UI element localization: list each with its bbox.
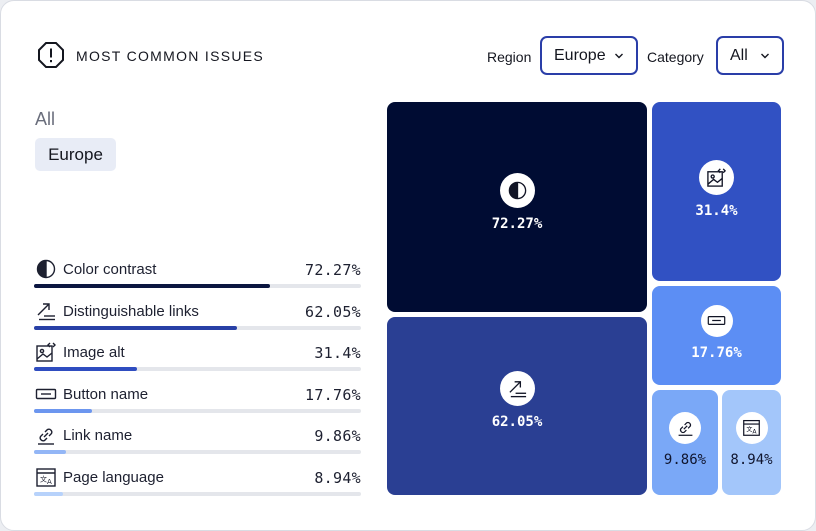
page-title: MOST COMMON ISSUES <box>76 48 265 64</box>
issue-bar-track <box>34 408 361 413</box>
category-select-value: All <box>730 46 748 64</box>
issue-percent: 31.4% <box>314 344 361 363</box>
issue-bar-fill <box>34 450 67 455</box>
contrast-icon <box>499 172 535 208</box>
issue-bar-track <box>34 492 361 496</box>
category-label: Category <box>647 49 704 65</box>
issue-row[interactable]: Color contrast 72.27% <box>34 258 361 290</box>
issue-row[interactable]: Link name 9.86% <box>34 424 361 456</box>
issue-bar-track <box>34 284 361 288</box>
breadcrumb-current: Europe <box>35 138 116 171</box>
issue-bar-track <box>34 367 361 372</box>
treemap-tile-label: 62.05% <box>491 413 543 430</box>
issue-bar-fill <box>34 408 93 413</box>
treemap-tile[interactable]: 17.76% <box>652 286 781 385</box>
image-code-icon <box>35 341 57 363</box>
treemap-tile[interactable]: 文 A 8.94% <box>722 390 781 495</box>
issue-row[interactable]: Button name 17.76% <box>34 383 361 415</box>
link-icon <box>35 424 57 446</box>
issue-row[interactable]: Distinguishable links 62.05% <box>34 300 361 332</box>
treemap-tile-label: 9.86% <box>663 451 707 468</box>
image-code-icon <box>699 159 734 195</box>
issue-percent: 17.76% <box>305 385 361 404</box>
treemap-tile-label: 17.76% <box>691 344 742 361</box>
issue-name: Button name <box>63 385 149 403</box>
chevron-down-icon <box>761 53 769 58</box>
treemap-tile[interactable]: 62.05% <box>387 317 647 495</box>
button-icon <box>700 304 733 337</box>
treemap-tile-label: 8.94% <box>730 451 773 468</box>
treemap-tile[interactable]: 31.4% <box>652 102 781 281</box>
svg-text:A: A <box>752 429 757 436</box>
region-label: Region <box>487 49 532 65</box>
category-select[interactable]: All <box>716 36 784 75</box>
svg-text:文: 文 <box>746 426 752 434</box>
issue-bar-fill <box>34 284 271 288</box>
issue-name: Image alt <box>63 344 125 362</box>
issue-percent: 72.27% <box>305 261 361 279</box>
issue-name: Link name <box>63 427 133 445</box>
contrast-icon <box>35 258 57 280</box>
region-select-value: Europe <box>554 46 606 64</box>
breadcrumb-all[interactable]: All <box>35 109 56 129</box>
button-icon <box>35 383 57 405</box>
svg-text:A: A <box>47 478 52 486</box>
issue-name: Color contrast <box>63 261 157 278</box>
issue-row[interactable]: 文 A Page language 8.94% <box>34 466 361 498</box>
warning-octagon-icon <box>38 42 64 68</box>
region-select[interactable]: Europe <box>540 36 638 75</box>
chevron-down-icon <box>615 53 623 58</box>
issue-name: Distinguishable links <box>63 302 199 320</box>
issue-name: Page language <box>63 469 164 486</box>
treemap-tile[interactable]: 9.86% <box>652 390 718 495</box>
issue-row[interactable]: Image alt 31.4% <box>34 341 361 373</box>
issue-bar-fill <box>34 492 64 496</box>
issue-bar-fill <box>34 325 237 330</box>
link-icon <box>669 411 701 444</box>
treemap-tile-label: 72.27% <box>491 215 543 232</box>
issue-percent: 9.86% <box>314 427 361 446</box>
link-arrow-icon <box>35 300 57 322</box>
issue-bar-track <box>34 450 361 455</box>
svg-text:文: 文 <box>40 475 47 484</box>
issue-bar-fill <box>34 367 137 372</box>
treemap-tile-label: 31.4% <box>695 202 738 219</box>
issue-percent: 8.94% <box>314 469 361 487</box>
link-arrow-icon <box>499 370 535 406</box>
issue-percent: 62.05% <box>305 302 361 321</box>
treemap-tile[interactable]: 72.27% <box>387 102 647 312</box>
issue-bar-track <box>34 325 361 330</box>
